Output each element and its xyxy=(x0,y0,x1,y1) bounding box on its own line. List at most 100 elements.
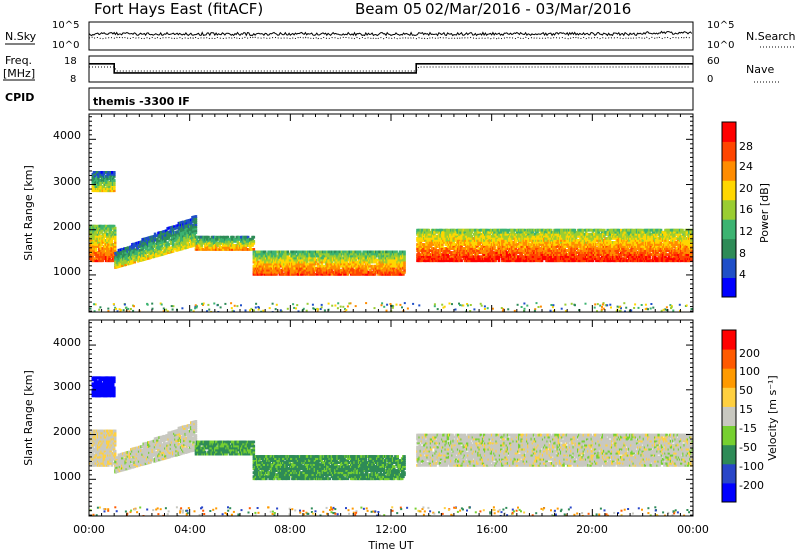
echo-cell xyxy=(563,247,566,250)
echo-cell xyxy=(357,266,361,270)
echo-cell xyxy=(317,262,320,266)
echo-cell xyxy=(104,228,108,232)
echo-cell xyxy=(514,249,518,252)
echo-cell xyxy=(337,258,341,262)
echo-cell xyxy=(416,239,419,242)
echo-cell xyxy=(210,239,214,243)
echo-cell xyxy=(167,245,170,248)
echo-cell xyxy=(301,258,304,262)
echo-cell xyxy=(453,228,457,232)
echo-cell xyxy=(368,262,371,266)
echo-cell xyxy=(184,226,187,229)
echo-cell xyxy=(148,238,151,242)
echo-cell xyxy=(501,239,504,242)
echo-cell xyxy=(113,239,117,242)
echo-cell xyxy=(263,262,267,266)
echo-cell xyxy=(495,251,498,254)
echo-cell xyxy=(442,230,445,234)
echo-cell xyxy=(450,234,453,238)
echo-cell xyxy=(493,247,496,250)
echo-cell xyxy=(152,255,156,259)
echo-cell xyxy=(557,255,561,259)
echo-cell xyxy=(284,268,287,272)
echo-cell xyxy=(588,241,591,244)
echo-cell xyxy=(152,241,156,244)
echo-cell xyxy=(368,264,371,268)
echo-cell xyxy=(433,249,436,252)
nsky-trace xyxy=(88,30,693,37)
echo-cell xyxy=(91,185,95,188)
echo-cell xyxy=(557,243,561,246)
cpid-program: themis -3300 IF xyxy=(93,95,190,108)
echo-cell xyxy=(168,238,172,242)
echo-cell xyxy=(479,255,483,259)
echo-cell xyxy=(433,259,436,263)
echo-cell xyxy=(111,237,115,240)
echo-cell xyxy=(574,253,578,256)
echo-cell xyxy=(445,239,449,242)
echo-cell xyxy=(351,268,354,272)
echo-cell xyxy=(460,245,463,248)
echo-cell xyxy=(424,251,427,254)
echo-cell xyxy=(600,255,604,259)
echo-cell xyxy=(149,240,152,243)
echo-cell xyxy=(260,252,264,256)
echo-cell xyxy=(430,232,434,236)
echo-cell xyxy=(95,234,99,238)
echo-cell xyxy=(537,241,540,244)
echo-cell xyxy=(194,215,198,218)
echo-cell xyxy=(113,249,117,252)
echo-cell xyxy=(104,230,108,234)
echo-cell xyxy=(432,257,435,261)
power-cells xyxy=(89,171,693,312)
echo-cell xyxy=(252,260,256,264)
echo-cell xyxy=(221,248,225,251)
echo-cell xyxy=(497,241,501,244)
nave-tick-low: 0 xyxy=(707,74,713,85)
echo-cell xyxy=(380,262,384,266)
echo-cell xyxy=(113,179,116,182)
echo-cell xyxy=(393,270,396,274)
echo-cell xyxy=(153,232,157,236)
echo-cell xyxy=(339,272,343,276)
echo-cell xyxy=(597,230,600,234)
echo-cell xyxy=(594,241,597,244)
echo-cell xyxy=(247,239,251,243)
echo-cell xyxy=(418,234,421,238)
echo-cell xyxy=(472,251,476,254)
echo-cell xyxy=(428,234,432,238)
echo-cell xyxy=(475,241,478,244)
echo-cell xyxy=(428,237,432,240)
nsearch-tick-low: 10^0 xyxy=(707,40,734,51)
echo-cell xyxy=(283,254,286,258)
echo-cell xyxy=(591,241,595,244)
echo-cell xyxy=(497,247,501,250)
echo-cell xyxy=(432,234,435,238)
echo-cell xyxy=(113,241,117,244)
echo-cell xyxy=(445,243,449,246)
echo-cell xyxy=(449,245,452,248)
echo-cell xyxy=(249,246,252,249)
echo-cell xyxy=(200,246,203,249)
echo-cell xyxy=(416,243,419,246)
echo-cell xyxy=(247,244,251,247)
echo-cell xyxy=(444,234,448,238)
echo-cell xyxy=(183,230,186,234)
echo-cell xyxy=(127,254,131,257)
echo-cell xyxy=(270,268,274,272)
echo-cell xyxy=(493,245,496,248)
echo-cell xyxy=(221,246,225,249)
echo-cell xyxy=(600,230,604,234)
echo-cell xyxy=(132,242,135,246)
echo-cell xyxy=(308,268,311,272)
echo-cell xyxy=(181,237,184,240)
echo-cell xyxy=(453,243,457,246)
echo-cell xyxy=(170,238,174,241)
echo-cell xyxy=(230,241,234,245)
echo-cell xyxy=(263,250,267,254)
echo-cell xyxy=(544,230,547,234)
echo-cell xyxy=(174,245,177,248)
echo-cell xyxy=(186,237,190,241)
echo-cell xyxy=(93,175,97,178)
echo-cell xyxy=(94,249,98,252)
